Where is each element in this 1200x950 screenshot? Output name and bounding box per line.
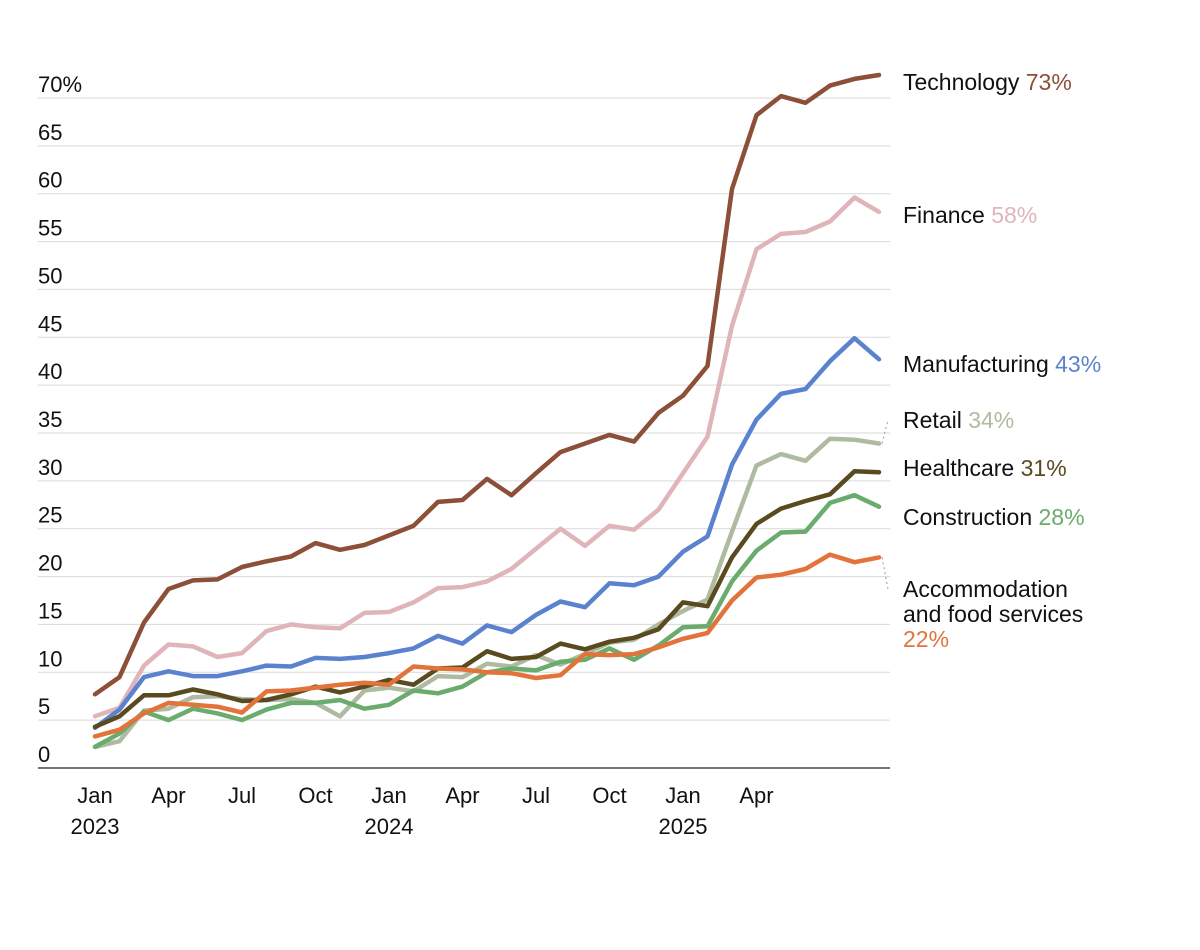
x-tick-label: Jul xyxy=(228,783,256,808)
series-label-name: Finance xyxy=(903,202,991,228)
series-label-technology: Technology 73% xyxy=(903,69,1072,95)
label-leaders xyxy=(881,419,889,590)
series-label-construction: Construction 28% xyxy=(903,504,1085,530)
y-tick-label: 10 xyxy=(38,646,62,671)
series-labels: Technology 73% Finance 58% Manufacturing 4… xyxy=(903,69,1101,652)
series-label-value: 28% xyxy=(1039,504,1085,530)
series-label-value: 43% xyxy=(1055,351,1101,377)
label-leader-retail xyxy=(881,419,889,444)
y-tick-label: 5 xyxy=(38,694,50,719)
y-tick-label: 40 xyxy=(38,359,62,384)
series-label-name: Construction xyxy=(903,504,1039,530)
x-tick-label: Apr xyxy=(151,783,185,808)
series-line-healthcare xyxy=(92,469,882,730)
series-label-name: Retail xyxy=(903,407,968,433)
series-label-manufacturing: Manufacturing 43% xyxy=(903,351,1101,377)
series-line-accommodation-and-food-services xyxy=(92,552,882,739)
series-label-accommodation-and-food-services: Accommodation and food services 22% xyxy=(903,576,1083,652)
series-label-name-line: and food services xyxy=(903,601,1083,627)
series-line-manufacturing xyxy=(92,335,882,731)
y-tick-label: 55 xyxy=(38,216,62,241)
series-label-healthcare: Healthcare 31% xyxy=(903,455,1067,481)
series-line-technology xyxy=(92,72,882,697)
y-tick-label: 60 xyxy=(38,168,62,193)
series-line-retail xyxy=(92,436,882,750)
x-tick-label: Jul xyxy=(522,783,550,808)
label-leader-accommodation-and-food-services xyxy=(881,557,889,590)
series-label-value: 22% xyxy=(903,626,949,652)
x-tick-label: Jan xyxy=(371,783,406,808)
series-label-name: Healthcare xyxy=(903,455,1021,481)
x-tick-label: Oct xyxy=(298,783,332,808)
x-tick-label: Apr xyxy=(739,783,773,808)
y-tick-label: 15 xyxy=(38,598,62,623)
series-label-value: 73% xyxy=(1026,69,1072,95)
series-label-value: 58% xyxy=(991,202,1037,228)
y-tick-label: 30 xyxy=(38,455,62,480)
y-tick-label: 0 xyxy=(38,742,50,767)
series-label-value: 31% xyxy=(1021,455,1067,481)
x-tick-label: Oct xyxy=(592,783,626,808)
series-label-name: Technology xyxy=(903,69,1026,95)
series-line-construction xyxy=(92,492,882,750)
series-label-value: 34% xyxy=(968,407,1014,433)
y-tick-label: 65 xyxy=(38,120,62,145)
series-label-name: Manufacturing xyxy=(903,351,1055,377)
y-tick-label: 45 xyxy=(38,311,62,336)
x-axis-ticks: Jan 2023 Apr Jul Oct Jan 2024 Apr Jul Oct Jan 2025 A… xyxy=(71,783,774,839)
y-tick-label: 20 xyxy=(38,551,62,576)
y-tick-label: 25 xyxy=(38,503,62,528)
series-label-retail: Retail 34% xyxy=(903,407,1014,433)
y-tick-label: 50 xyxy=(38,263,62,288)
x-tick-label: Jan xyxy=(665,783,700,808)
y-tick-label: 70% xyxy=(38,72,82,97)
y-tick-label: 35 xyxy=(38,407,62,432)
series-label-finance: Finance 58% xyxy=(903,202,1037,228)
series-line-finance xyxy=(92,195,882,719)
series-lines xyxy=(92,72,882,750)
series-label-name-line: Accommodation xyxy=(903,576,1068,602)
x-tick-label: Apr xyxy=(445,783,479,808)
x-tick-year-label: 2024 xyxy=(365,814,414,839)
x-tick-label: Jan xyxy=(77,783,112,808)
x-tick-year-label: 2023 xyxy=(71,814,120,839)
x-tick-year-label: 2025 xyxy=(659,814,708,839)
gridlines xyxy=(38,97,890,721)
